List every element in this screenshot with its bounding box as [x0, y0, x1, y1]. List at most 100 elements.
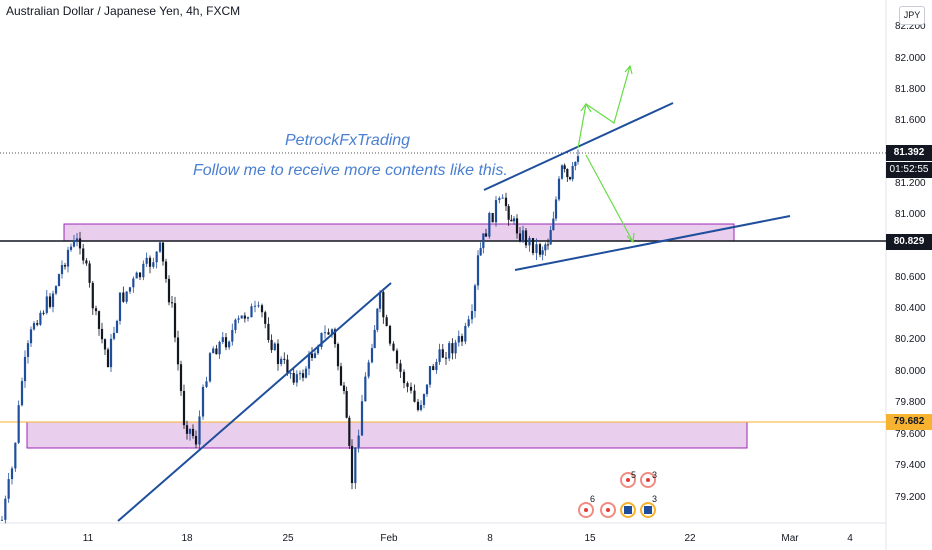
candle-body	[515, 218, 519, 234]
candle-body	[378, 292, 382, 309]
price-tick: 81.200	[895, 178, 926, 189]
candle-body	[253, 305, 257, 307]
candle-body	[82, 248, 85, 261]
candle-body	[460, 336, 464, 342]
candle-body	[535, 244, 538, 254]
time-tick: 25	[282, 533, 294, 544]
candle-body	[270, 339, 273, 351]
price-tick: 79.600	[895, 429, 926, 440]
candle-body	[333, 329, 337, 345]
candle-body	[370, 348, 374, 363]
candle-body	[382, 292, 385, 318]
candle-body	[313, 353, 317, 358]
candle-body	[406, 383, 409, 387]
currency-button[interactable]: JPY	[899, 6, 925, 25]
candle-body	[419, 405, 423, 410]
candle-body	[72, 240, 76, 247]
candle-body	[158, 242, 162, 252]
candle-body	[350, 445, 354, 484]
price-tick: 80.400	[895, 303, 926, 314]
candle-body	[63, 265, 67, 267]
candle-body	[69, 246, 73, 250]
candle-body	[122, 292, 125, 302]
candle-body	[388, 325, 392, 344]
candle-body	[264, 312, 267, 324]
candle-body	[512, 218, 516, 222]
candle-body	[360, 401, 364, 436]
watermark-line-2: Follow me to receive more contents like …	[193, 162, 508, 179]
candle-body	[115, 320, 119, 333]
candle-body	[234, 319, 237, 330]
event-badge-3: 6	[590, 494, 595, 504]
candle-body	[571, 166, 574, 180]
countdown-label: 01:52:55	[886, 162, 932, 178]
price-tick: 82.000	[895, 53, 926, 64]
bullish-projection[interactable]	[577, 64, 633, 149]
price-tick: 80.000	[895, 366, 926, 377]
watermark-line-1: PetrockFxTrading	[285, 132, 411, 149]
candle-body	[10, 468, 14, 480]
candle-body	[304, 368, 308, 378]
candle-body	[231, 329, 234, 342]
candle-body	[85, 260, 88, 264]
candle-body	[152, 262, 155, 267]
candle-body	[298, 373, 302, 375]
price-tick: 79.400	[895, 460, 926, 471]
candle-body	[327, 332, 330, 335]
candle-body	[179, 364, 183, 391]
candle-body	[276, 343, 280, 365]
candle-body	[145, 257, 148, 264]
candle-body	[148, 257, 152, 267]
candle-body	[467, 319, 470, 326]
candle-body	[273, 343, 276, 351]
candle-body	[464, 325, 467, 342]
economic-events[interactable]: 5 3 6 3	[578, 470, 657, 518]
candle-body	[286, 359, 289, 374]
candle-body	[91, 282, 94, 309]
candle-body	[330, 329, 334, 335]
candle-body	[194, 435, 198, 445]
candle-body	[17, 405, 20, 443]
channel-lower-line[interactable]	[514, 215, 791, 271]
candle-body	[494, 200, 498, 223]
candle-body	[164, 261, 168, 279]
candle-body	[173, 303, 177, 338]
candle-body	[457, 336, 460, 343]
candle-body	[208, 353, 212, 382]
symbol-title[interactable]: Australian Dollar / Japanese Yen, 4h, FX…	[6, 4, 241, 18]
support-zone[interactable]	[26, 421, 748, 449]
candle-body	[138, 272, 142, 278]
candle-body	[524, 230, 528, 246]
ascending-trendline[interactable]	[117, 282, 392, 522]
candle-body	[54, 286, 58, 294]
bearish-projection[interactable]	[585, 154, 635, 244]
candle-body	[29, 329, 33, 344]
candle-body	[118, 292, 122, 321]
candle-body	[191, 428, 195, 436]
candle-body	[510, 219, 513, 222]
candle-body	[280, 358, 283, 365]
time-tick: 11	[83, 533, 94, 544]
candle-body	[182, 390, 186, 426]
candle-body	[135, 272, 138, 279]
candle-body	[574, 161, 577, 167]
candle-body	[507, 206, 510, 220]
price-axis[interactable]: 82.200 82.000 81.800 81.600 81.200 81.00…	[895, 21, 926, 503]
candle-body	[283, 358, 286, 360]
candle-body	[100, 328, 104, 340]
candle-body	[488, 212, 491, 237]
time-axis[interactable]: 11 18 25 Feb 8 15 22 Mar 4	[83, 533, 853, 544]
candle-body	[484, 233, 488, 237]
candle-body	[339, 366, 343, 386]
candle-body	[48, 296, 52, 307]
price-tick: 79.800	[895, 397, 926, 408]
candle-body	[554, 199, 558, 219]
candle-body	[51, 293, 55, 307]
candle-body	[476, 255, 480, 286]
candle-body	[470, 311, 474, 320]
horizontal-line-label-1: 80.829	[886, 234, 932, 250]
candle-body	[14, 442, 17, 469]
candle-body	[66, 249, 70, 267]
candle-body	[103, 339, 107, 350]
